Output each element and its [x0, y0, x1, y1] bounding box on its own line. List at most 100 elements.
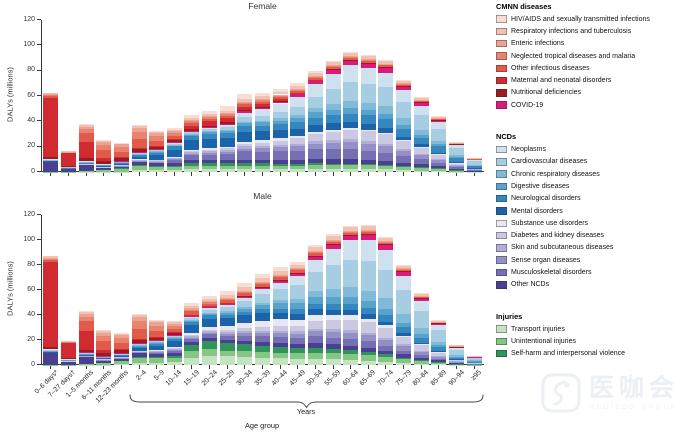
legend-swatch: [496, 281, 507, 289]
bar-segment: [290, 163, 306, 166]
stacked-bar: [60, 215, 76, 365]
bar-segment: [396, 344, 412, 347]
bar-segment: [202, 303, 218, 307]
bar-segment: [219, 113, 235, 115]
bar-segment: [431, 122, 447, 129]
bar-segment: [343, 65, 359, 83]
bar-segment: [78, 330, 94, 350]
y-tick: [37, 69, 41, 71]
bar-segment: [343, 148, 359, 160]
bar-segment: [343, 82, 359, 102]
bar-segment: [360, 54, 376, 56]
bar-segment: [325, 70, 341, 74]
bar-segment: [272, 330, 288, 334]
x-tick: [314, 172, 316, 176]
bar-segment: [413, 337, 429, 343]
bar-segment: [254, 273, 270, 279]
bar-segment: [149, 132, 165, 136]
bar-segment: [60, 153, 76, 166]
x-tick: [473, 365, 475, 369]
bar-segment: [131, 154, 147, 157]
bar-segment: [202, 125, 218, 128]
bar-segment: [149, 163, 165, 166]
bar-segment: [290, 150, 306, 161]
bar-segment: [131, 159, 147, 161]
bar-segment: [325, 148, 341, 160]
y-tick-label: 120: [23, 210, 35, 218]
x-tick: [314, 365, 316, 369]
bar-segment: [202, 315, 218, 319]
male-plot-area: [42, 215, 483, 365]
bar-segment: [431, 146, 447, 153]
bar-segment: [307, 297, 323, 305]
x-tick-label: 5–9: [152, 369, 166, 382]
bar-segment: [237, 344, 253, 352]
bar-segment: [307, 77, 323, 80]
legend-label: Enteric infections: [511, 40, 565, 48]
bar-segment: [149, 166, 165, 171]
stacked-bar: [131, 215, 147, 365]
bar-segment: [254, 140, 270, 143]
bar-segment: [219, 148, 235, 151]
bar-segment: [413, 301, 429, 311]
bar-segment: [272, 147, 288, 152]
bar-segment: [431, 166, 447, 169]
bar-segment: [60, 358, 76, 359]
bar-segment: [166, 143, 182, 145]
bar-segment: [78, 353, 94, 354]
bar-segment: [131, 132, 147, 139]
y-tick: [37, 314, 41, 315]
bar-segment: [237, 110, 253, 112]
bar-segment: [202, 118, 218, 122]
bar-segment: [325, 329, 341, 332]
legend-item: Self-harm and interpersonal violence: [496, 348, 690, 360]
bar-segment: [254, 165, 270, 169]
bar-segment: [184, 150, 200, 152]
x-tick: [138, 172, 140, 176]
bar-segment: [113, 160, 129, 162]
stacked-bar: [60, 20, 76, 172]
bar-segment: [431, 358, 447, 360]
bar-segment: [254, 125, 270, 132]
bar-segment: [272, 111, 288, 119]
bar-segment: [96, 150, 112, 159]
bar-segment: [290, 83, 306, 86]
legend-label: Substance use disorders: [511, 219, 589, 227]
bar-segment: [254, 131, 270, 141]
bar-segment: [413, 97, 429, 100]
bar-segment: [219, 333, 235, 336]
bar-segment: [360, 60, 376, 63]
bar-segment: [113, 349, 129, 350]
bar-segment: [131, 148, 147, 152]
bar-segment: [378, 345, 394, 351]
y-tick-label: 80: [27, 66, 35, 74]
stacked-bar: [413, 20, 429, 172]
bar-segment: [290, 168, 306, 172]
bar-segment: [60, 151, 76, 152]
bar-segment: [378, 113, 394, 119]
bar-segment: [325, 129, 341, 132]
bar-segment: [60, 359, 76, 361]
bar-segment: [307, 144, 323, 150]
bar-segment: [254, 281, 270, 283]
bar-segment: [78, 158, 94, 161]
bar-segment: [113, 157, 129, 161]
bar-segment: [131, 153, 147, 154]
bar-segment: [219, 123, 235, 125]
bar-segment: [325, 89, 341, 105]
bar-segment: [237, 315, 253, 323]
bar-segment: [272, 308, 288, 313]
bar-segment: [396, 165, 412, 167]
x-tick: [332, 365, 334, 369]
bar-segment: [449, 165, 465, 166]
x-tick: [209, 365, 211, 369]
bar-segment: [149, 150, 165, 151]
bar-segment: [149, 350, 165, 351]
bar-segment: [78, 124, 94, 127]
bar-segment: [431, 163, 447, 167]
x-tick: [262, 172, 263, 176]
bar-segment: [272, 300, 288, 304]
bar-segment: [325, 67, 341, 70]
bar-segment: [360, 84, 376, 103]
bar-segment: [219, 124, 235, 128]
